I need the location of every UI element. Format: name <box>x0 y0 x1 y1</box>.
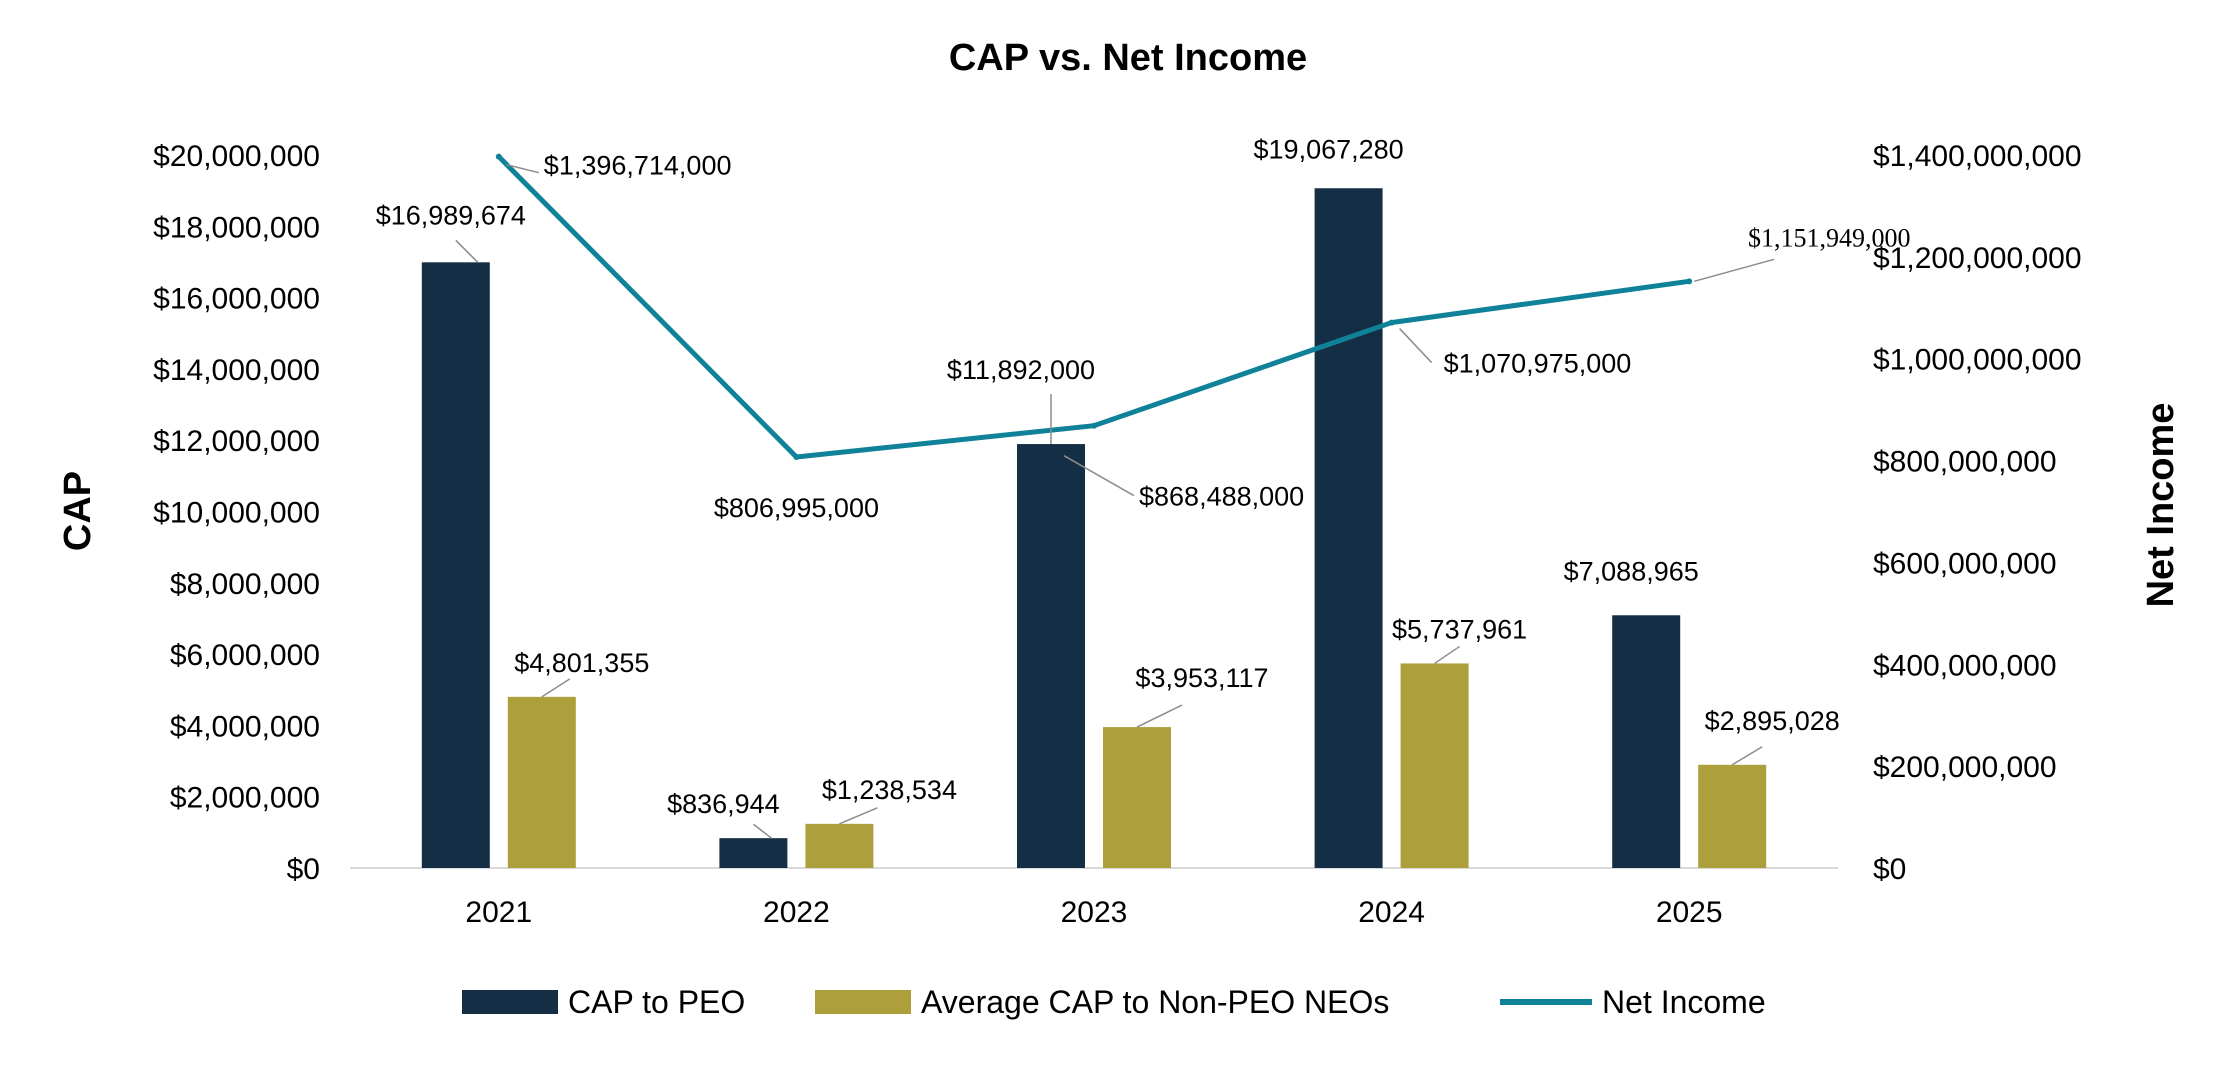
right-tick-label-2: $400,000,000 <box>1873 649 2057 682</box>
legend-label-average-cap-to-non-peo-neos: Average CAP to Non-PEO NEOs <box>921 984 1389 1020</box>
data-label-neo-2025: $2,895,028 <box>1705 706 1840 736</box>
bar-cap-to-peo-2022 <box>719 838 788 868</box>
net-income-point-2022 <box>793 454 800 461</box>
left-tick-label-7: $14,000,000 <box>153 354 320 387</box>
left-tick-label-1: $2,000,000 <box>170 782 320 815</box>
data-label-peo-2024: $19,067,280 <box>1254 134 1404 164</box>
left-tick-label-3: $6,000,000 <box>170 639 320 672</box>
data-label-neo-2023: $3,953,117 <box>1135 663 1268 693</box>
bars <box>421 188 1767 868</box>
left-tick-label-4: $8,000,000 <box>170 568 320 601</box>
right-tick-label-7: $1,400,000,000 <box>1873 140 2082 173</box>
leader-neo-2021 <box>541 678 571 698</box>
left-tick-label-10: $20,000,000 <box>153 140 320 173</box>
leader-net-2024 <box>1399 328 1433 364</box>
x-tick-label-2025: 2025 <box>1656 896 1723 929</box>
right-tick-label-5: $1,000,000,000 <box>1873 344 2082 377</box>
legend: CAP to PEO Average CAP to Non-PEO NEOs Net… <box>462 984 1766 1020</box>
bar-cap-to-peo-2023 <box>1017 444 1085 868</box>
net-income-point-2023 <box>1091 422 1097 429</box>
right-tick-label-0: $0 <box>1873 853 1906 886</box>
right-tick-label-1: $200,000,000 <box>1873 751 2057 784</box>
right-tick-label-6: $1,200,000,000 <box>1873 242 2082 275</box>
left-tick-label-8: $16,000,000 <box>153 283 320 316</box>
leader-neo-2024 <box>1434 645 1461 665</box>
bar-average-cap-to-non-peo-neos-2024 <box>1400 663 1469 868</box>
data-label-peo-2023: $11,892,000 <box>947 355 1095 385</box>
data-label-net-2021: $1,396,714,000 <box>544 151 732 181</box>
bar-average-cap-to-non-peo-neos-2022 <box>805 823 874 868</box>
bar-average-cap-to-non-peo-neos-2023 <box>1103 727 1171 868</box>
data-label-net-2025: $1,151,949,000 <box>1748 223 1911 252</box>
net-income-point-2025 <box>1686 278 1693 285</box>
x-tick-label-2022: 2022 <box>763 896 830 929</box>
leader-peo-2021 <box>455 239 479 263</box>
x-tick-label-2023: 2023 <box>1061 896 1128 929</box>
legend-swatch-average-cap-to-non-peo-neos <box>815 990 911 1014</box>
data-label-peo-2021: $16,989,674 <box>376 200 526 230</box>
net-income-line-group <box>495 153 1693 461</box>
left-tick-label-9: $18,000,000 <box>153 211 320 244</box>
leader-peo-2022 <box>752 823 772 839</box>
data-label-net-2023: $868,488,000 <box>1139 482 1304 512</box>
legend-label-net-income: Net Income <box>1602 984 1766 1020</box>
data-label-peo-2025: $7,088,965 <box>1564 556 1699 586</box>
leader-net-2021 <box>506 163 539 174</box>
x-tick-label-2024: 2024 <box>1358 896 1425 929</box>
right-axis-title: Net Income <box>2140 403 2182 608</box>
bar-cap-to-peo-2024 <box>1314 188 1383 868</box>
right-tick-label-4: $800,000,000 <box>1873 446 2057 479</box>
data-label-neo-2022: $1,238,534 <box>822 775 957 805</box>
leader-net-2025 <box>1694 258 1775 283</box>
right-tick-label-3: $600,000,000 <box>1873 547 2057 580</box>
leader-neo-2022 <box>839 807 878 825</box>
bar-cap-to-peo-2021 <box>421 262 490 868</box>
bar-average-cap-to-non-peo-neos-2021 <box>507 696 576 868</box>
data-label-peo-2022: $836,944 <box>667 789 780 819</box>
axes: $0 $2,000,000 $4,000,000 $6,000,000 $8,000,0… <box>153 140 2081 929</box>
leader-neo-2025 <box>1731 746 1763 766</box>
leader-net-2023 <box>1063 455 1135 497</box>
data-label-neo-2024: $5,737,961 <box>1392 614 1527 644</box>
left-axis-title: CAP <box>57 471 99 551</box>
data-label-net-2024: $1,070,975,000 <box>1444 349 1632 379</box>
legend-swatch-cap-to-peo <box>462 990 558 1014</box>
x-tick-label-2021: 2021 <box>465 896 532 929</box>
chart-title: CAP vs. Net Income <box>949 37 1307 79</box>
left-tick-label-2: $4,000,000 <box>170 710 320 743</box>
legend-label-cap-to-peo: CAP to PEO <box>568 984 745 1020</box>
leader-neo-2023 <box>1136 704 1183 728</box>
left-axis-title-group: CAP <box>57 471 99 551</box>
data-label-net-2022: $806,995,000 <box>714 493 879 523</box>
net-income-point-2021 <box>495 153 502 160</box>
left-tick-label-6: $12,000,000 <box>153 425 320 458</box>
data-label-neo-2021: $4,801,355 <box>514 648 649 678</box>
right-axis-title-group: Net Income <box>2140 403 2182 608</box>
bar-average-cap-to-non-peo-neos-2025 <box>1698 764 1767 868</box>
left-tick-label-0: $0 <box>287 853 320 886</box>
bar-cap-to-peo-2025 <box>1612 615 1681 868</box>
net-income-point-2024 <box>1388 319 1395 326</box>
left-tick-label-5: $10,000,000 <box>153 497 320 530</box>
net-income-line <box>497 154 1690 460</box>
data-labels: $16,989,674 $836,944 $11,892,000 $19,067,28… <box>376 134 1911 839</box>
